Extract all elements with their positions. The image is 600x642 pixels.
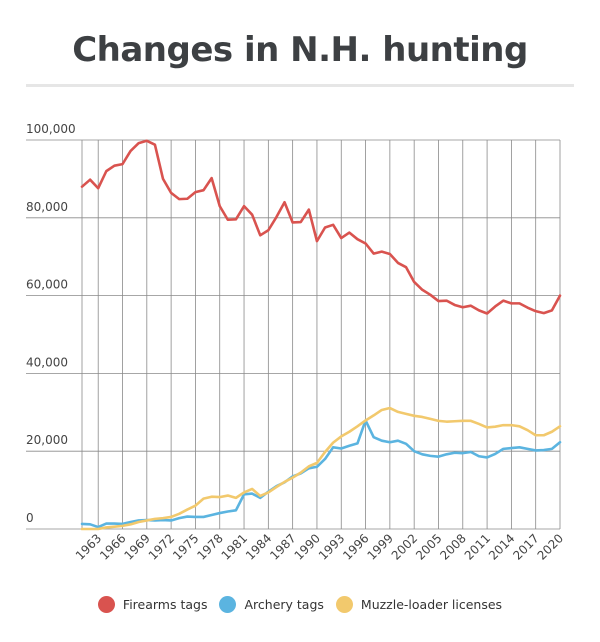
x-tick-label: 1978	[194, 531, 225, 562]
grid-layer	[26, 139, 561, 530]
legend-item-firearms[interactable]: Firearms tags	[97, 596, 208, 613]
x-tick-labels: 1963196619691972197519781981198419871990…	[73, 531, 566, 562]
title-divider	[26, 84, 574, 87]
x-tick-label: 2008	[437, 531, 468, 562]
legend: Firearms tags Archery tags Muzzle-loader…	[0, 596, 600, 613]
x-tick-label: 2020	[535, 531, 566, 562]
legend-label-archery: Archery tags	[244, 597, 324, 612]
x-tick-label: 2011	[462, 531, 493, 562]
x-tick-label: 2014	[486, 531, 517, 562]
legend-label-muzzle-loader: Muzzle-loader licenses	[360, 597, 503, 612]
legend-label-firearms: Firearms tags	[122, 597, 208, 612]
muzzle-loader-licenses-line	[80, 406, 562, 531]
y-tick-label: 60,000	[26, 278, 68, 292]
x-tick-label: 2005	[413, 531, 444, 562]
y-tick-label: 20,000	[26, 433, 68, 447]
x-tick-label: 1999	[364, 531, 395, 562]
x-tick-label: 2017	[510, 531, 541, 562]
firearms-swatch-icon	[97, 596, 115, 613]
firearms-tags-line	[80, 139, 562, 315]
x-tick-label: 1963	[73, 531, 104, 562]
x-tick-label: 1966	[97, 531, 128, 562]
muzzle-loader-swatch-icon	[335, 596, 353, 613]
x-tick-label: 1984	[243, 531, 274, 562]
x-tick-label: 1987	[267, 531, 298, 562]
y-tick-label: 100,000	[26, 122, 76, 136]
archery-swatch-icon	[219, 596, 237, 613]
x-tick-label: 2002	[389, 531, 420, 562]
x-tick-label: 1972	[146, 531, 177, 562]
x-tick-label: 1990	[292, 531, 323, 562]
x-tick-label: 1981	[219, 531, 250, 562]
y-tick-label: 80,000	[26, 200, 68, 214]
y-tick-label: 40,000	[26, 355, 68, 369]
y-tick-label: 0	[26, 511, 34, 525]
x-tick-label: 1996	[340, 531, 371, 562]
chart-title: Changes in N.H. hunting	[72, 30, 528, 70]
legend-item-archery[interactable]: Archery tags	[219, 596, 324, 613]
x-tick-label: 1969	[121, 531, 152, 562]
y-tick-labels: 0 20,000 40,000 60,000 80,000 100,000	[26, 122, 76, 525]
x-tick-label: 1975	[170, 531, 201, 562]
legend-item-muzzle-loader[interactable]: Muzzle-loader licenses	[335, 596, 503, 613]
archery-tags-line	[80, 419, 562, 529]
x-tick-label: 1993	[316, 531, 347, 562]
series-layer	[80, 139, 562, 531]
